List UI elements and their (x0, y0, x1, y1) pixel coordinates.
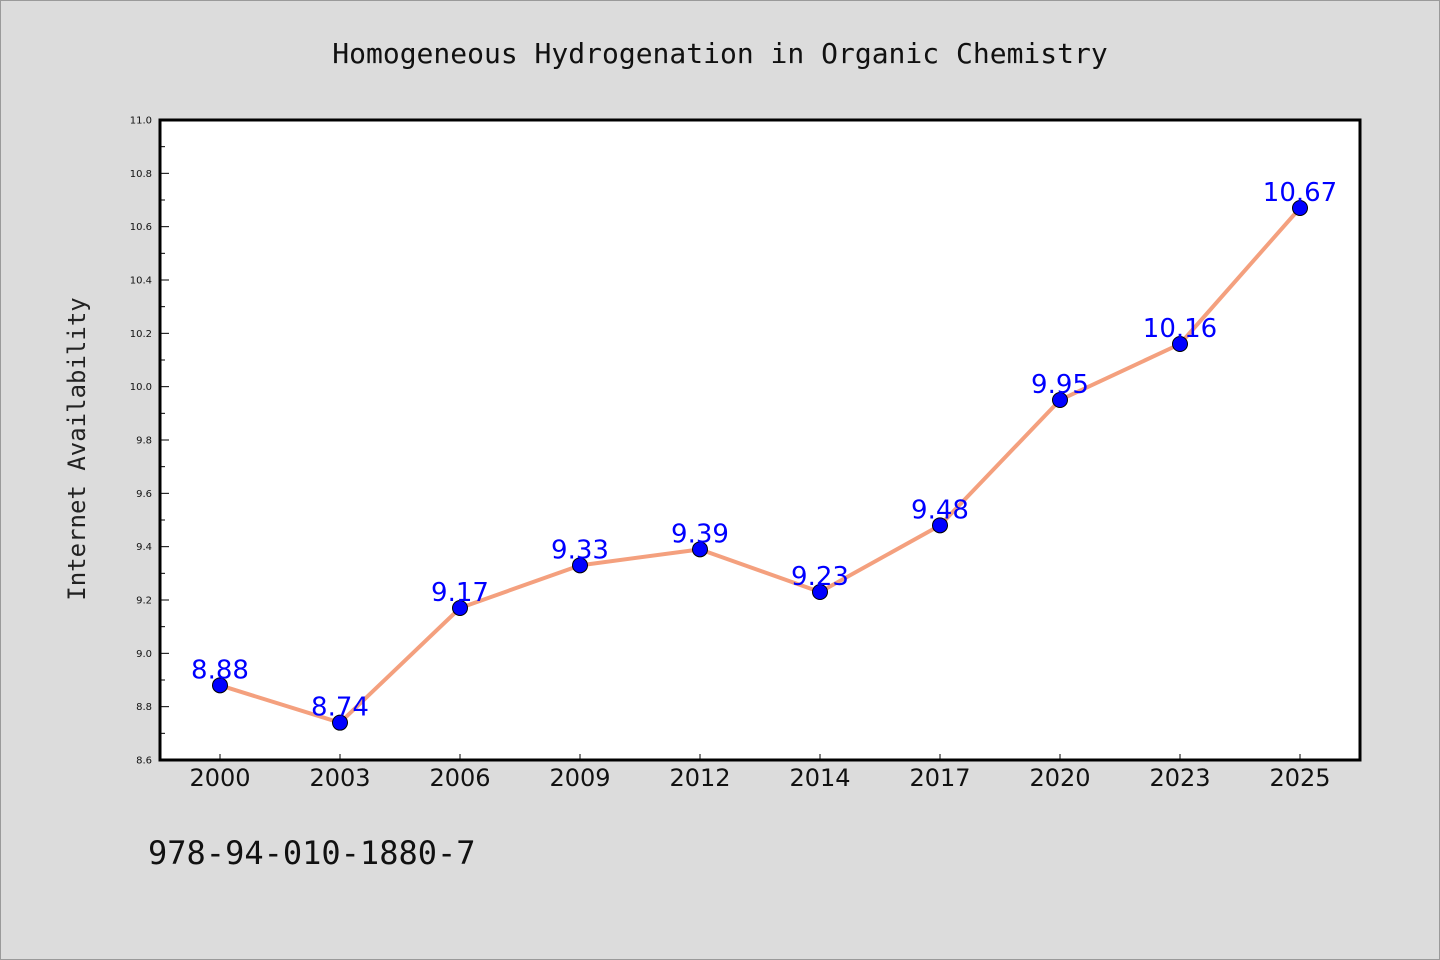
x-tick-label: 2006 (429, 764, 490, 792)
y-tick-label: 8.6 (136, 756, 152, 767)
x-axis-ticks: 2000 2003 2006 2009 2012 2014 2017 2020 2023 2025 (189, 754, 1331, 792)
data-point-label: 9.23 (791, 562, 849, 592)
data-labels: 8.88 8.74 9.17 9.33 9.39 9.23 9.48 9.95 10.16 10.… (191, 178, 1337, 723)
y-tick-label: 9.6 (136, 489, 152, 500)
y-tick-label: 10.2 (130, 329, 152, 340)
chart-title: Homogeneous Hydrogenation in Organic Che… (332, 37, 1107, 70)
data-point-label: 10.67 (1263, 178, 1337, 208)
data-point-label: 9.39 (671, 519, 729, 549)
x-tick-label: 2003 (309, 764, 370, 792)
isbn-text: 978-94-010-1880-7 (148, 834, 476, 872)
y-axis-ticks: 8.6 8.8 9.0 9.2 9.4 9.6 9.8 10.0 10.2 10.4 10.6 10.… (130, 116, 169, 767)
x-tick-label: 2000 (189, 764, 250, 792)
y-tick-label: 10.8 (130, 169, 152, 180)
data-point-label: 8.74 (311, 693, 369, 723)
y-tick-label: 9.2 (136, 596, 152, 607)
data-point-marker (1052, 392, 1068, 408)
data-markers (212, 200, 1308, 731)
x-tick-label: 2025 (1269, 764, 1330, 792)
data-point-marker (452, 600, 468, 616)
series-line (218, 206, 1302, 725)
data-point-label: 9.95 (1031, 370, 1089, 400)
data-point-label: 9.33 (551, 535, 609, 565)
y-tick-label: 10.4 (130, 276, 152, 287)
data-point-marker (1292, 200, 1308, 216)
data-point-marker (1172, 336, 1188, 352)
x-tick-label: 2014 (789, 764, 850, 792)
x-tick-label: 2023 (1149, 764, 1210, 792)
series-line-group (218, 206, 1302, 725)
y-tick-label: 11.0 (130, 116, 152, 127)
x-tick-label: 2012 (669, 764, 730, 792)
data-point-marker (812, 584, 828, 600)
x-tick-label: 2020 (1029, 764, 1090, 792)
y-tick-label: 9.0 (136, 649, 152, 660)
data-point-label: 9.17 (431, 578, 489, 608)
data-point-marker (932, 517, 948, 534)
data-point-marker (332, 714, 348, 731)
y-axis-label: Internet Availability (63, 297, 91, 600)
data-point-label: 9.48 (911, 495, 969, 525)
plot-area (158, 118, 1362, 762)
y-tick-label: 9.8 (136, 436, 152, 447)
data-point-marker (692, 541, 708, 558)
data-point-label: 8.88 (191, 655, 249, 685)
x-tick-label: 2009 (549, 764, 610, 792)
y-tick-label: 10.6 (130, 222, 152, 233)
data-point-label: 10.16 (1143, 314, 1217, 344)
y-tick-label: 9.4 (136, 542, 152, 553)
data-point-marker (212, 677, 228, 694)
y-tick-label: 8.8 (136, 702, 152, 713)
x-tick-label: 2017 (909, 764, 970, 792)
y-tick-label: 10.0 (130, 382, 152, 393)
data-point-marker (572, 557, 588, 574)
